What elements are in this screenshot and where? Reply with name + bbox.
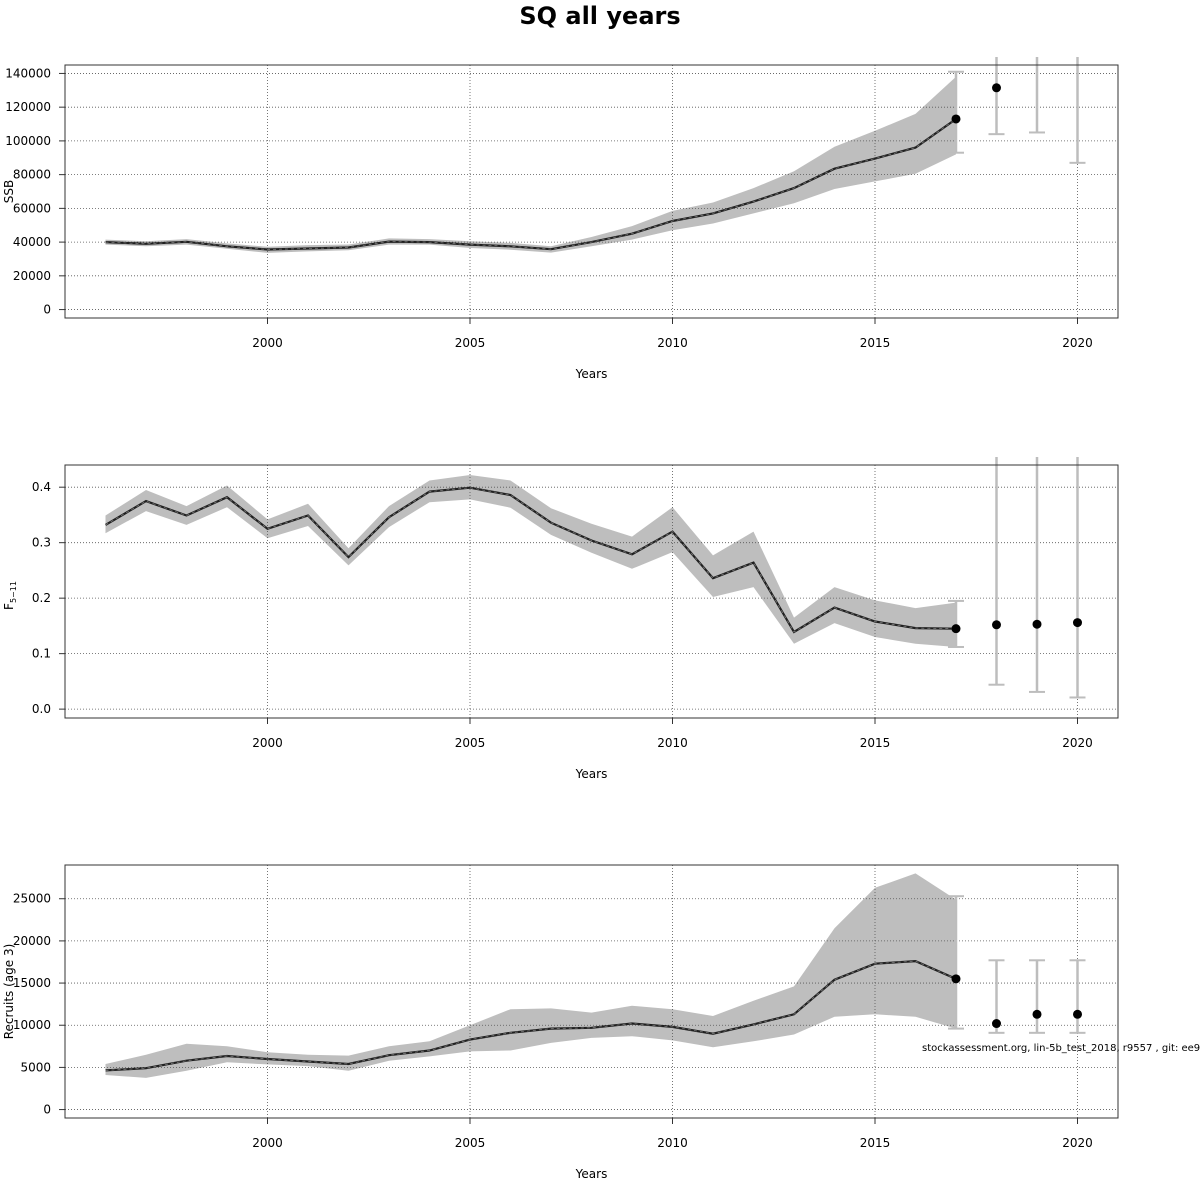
f-ytick-label-1: 0.1 <box>32 647 51 661</box>
recruits-ytick-label-4: 20000 <box>13 934 51 948</box>
f-ylabel-main: F <box>2 603 16 610</box>
f-xlabel: Years <box>575 767 608 781</box>
f-ytick-label-3: 0.3 <box>32 536 51 550</box>
f-plot-frame <box>64 464 1119 719</box>
f-ytick-label-4: 0.4 <box>32 480 51 494</box>
ssb-plot-frame <box>64 64 1119 319</box>
page-title: SQ all years <box>519 2 681 30</box>
recruits-xtick-label-2010: 2010 <box>657 1136 688 1150</box>
ssb-xlabel: Years <box>575 367 608 381</box>
recruits-ytick-label-1: 5000 <box>20 1060 51 1074</box>
recruits-xtick-label-2020: 2020 <box>1062 1136 1093 1150</box>
ssb-xtick-label-2000: 2000 <box>252 336 283 350</box>
ssb-ytick-label-7: 140000 <box>5 66 51 80</box>
recruits-forecast-point-2019 <box>1032 1009 1042 1019</box>
ssb-panel: 2000 2005 2010 2015 2020 0 20000 40000 60000 8000… <box>2 10 1119 381</box>
ssb-xtick-label-2020: 2020 <box>1062 336 1093 350</box>
recruits-ytick-label-5: 25000 <box>13 892 51 906</box>
f-forecast-point-2017 <box>951 624 961 634</box>
f-xtick-label-2000: 2000 <box>252 736 283 750</box>
f-forecast-point-2020 <box>1073 618 1082 628</box>
ssb-ytick-label-5: 100000 <box>5 134 51 148</box>
recruits-ytick-label-3: 15000 <box>13 976 51 990</box>
f-ylabel: F5−11 <box>2 581 18 610</box>
recruits-xtick-label-2000: 2000 <box>252 1136 283 1150</box>
f-xtick-label-2010: 2010 <box>657 736 688 750</box>
ssb-ylabel: SSB <box>2 180 16 203</box>
f-xtick-label-2015: 2015 <box>860 736 891 750</box>
recruits-xtick-label-2015: 2015 <box>860 1136 891 1150</box>
f-estimate-dash <box>105 487 957 633</box>
f-forecast-point-2019 <box>1032 619 1042 629</box>
recruits-forecast-point-2020 <box>1073 1009 1082 1019</box>
ssb-xtick-label-2010: 2010 <box>657 336 688 350</box>
ssb-confidence-band <box>105 76 956 253</box>
ssb-ytick-label-2: 40000 <box>13 235 51 249</box>
recruits-ytick-label-0: 0 <box>43 1103 51 1117</box>
ssb-forecast-group <box>948 10 1086 164</box>
ssb-forecast-point-2019 <box>1033 44 1042 53</box>
fishing-mortality-panel: 2000 2005 2010 2015 2020 0.0 0.1 0.2 0.3 0.4 Years… <box>2 457 1119 781</box>
recruits-xtick-label-2005: 2005 <box>455 1136 486 1150</box>
recruits-estimate-line <box>105 959 957 1072</box>
recruits-xlabel: Years <box>575 1167 608 1181</box>
f-ytick-label-2: 0.2 <box>32 591 51 605</box>
f-ylabel-subscript: 5−11 <box>9 581 18 603</box>
recruits-forecast-group <box>948 895 1086 1034</box>
recruits-forecast-point-2018 <box>992 1019 1001 1029</box>
f-xtick-label-2005: 2005 <box>455 736 486 750</box>
ssb-xtick-label-2005: 2005 <box>455 336 486 350</box>
recruits-forecast-point-2017 <box>951 974 961 984</box>
recruits-plot-frame <box>64 864 1119 1119</box>
f-confidence-band <box>105 475 956 647</box>
recruits-ytick-label-2: 10000 <box>13 1018 51 1032</box>
f-ytick-label-0: 0.0 <box>32 702 51 716</box>
recruits-ylabel: Recruits (age 3) <box>2 944 16 1040</box>
ssb-ytick-label-1: 20000 <box>13 269 51 283</box>
ssb-ytick-label-4: 80000 <box>13 168 51 182</box>
ssb-ytick-label-3: 60000 <box>13 201 51 215</box>
f-forecast-point-2018 <box>992 620 1001 630</box>
f-xtick-label-2020: 2020 <box>1062 736 1093 750</box>
ssb-ytick-label-0: 0 <box>43 303 51 317</box>
recruits-confidence-band <box>105 873 956 1078</box>
footnote: stockassessment.org, lin-5b_test_2018, r… <box>922 1043 1200 1054</box>
ssb-ytick-label-6: 120000 <box>5 100 51 114</box>
ssb-forecast-point-2020 <box>1073 10 1082 19</box>
ssb-xtick-label-2015: 2015 <box>860 336 891 350</box>
recruits-panel: 2000 2005 2010 2015 2020 0 5000 10000 15000 20000… <box>2 864 1119 1181</box>
f-forecast-group <box>948 457 1086 699</box>
ssb-forecast-point-2017 <box>951 114 961 124</box>
ssb-forecast-point-2018 <box>992 83 1001 93</box>
ssb-estimate-dash <box>105 118 957 250</box>
